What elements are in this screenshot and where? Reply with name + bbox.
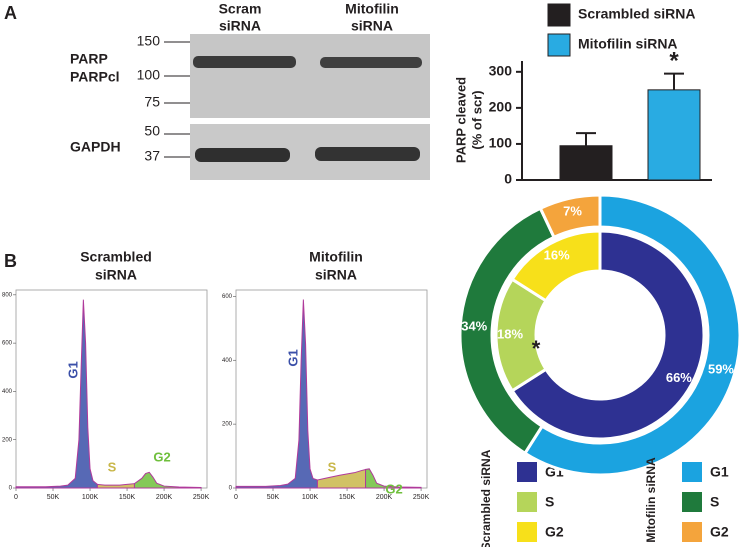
legend-title: Scrambled siRNA	[479, 449, 493, 547]
legend-label: Scrambled siRNA	[578, 6, 695, 22]
y-tick-label: 600	[222, 294, 233, 300]
protein-label: GAPDH	[70, 139, 121, 155]
donut-slice	[510, 229, 602, 303]
phase-label: S	[328, 459, 337, 474]
chart-title: siRNA	[95, 267, 137, 283]
y-tick-label: 800	[2, 292, 13, 298]
x-tick-label: 0	[14, 494, 18, 501]
panel-label: B	[4, 251, 17, 271]
annotation: *	[669, 47, 679, 74]
histogram-area	[316, 468, 367, 489]
slice-label: 7%	[563, 203, 582, 218]
bar	[647, 89, 701, 181]
marker-label: 37	[144, 148, 160, 164]
y-tick-label: 600	[2, 341, 13, 347]
phase-label: G1	[285, 349, 300, 366]
y-tick-label: 100	[489, 135, 513, 151]
histogram-area	[365, 468, 422, 489]
legend-swatch	[682, 522, 702, 542]
histogram-area	[15, 299, 98, 489]
legend-swatch	[517, 492, 537, 512]
marker-label: 150	[137, 33, 161, 49]
histogram-area	[235, 299, 318, 489]
lane-label: siRNA	[219, 18, 261, 34]
y-tick-label: 200	[489, 99, 513, 115]
y-tick-label: 300	[489, 63, 513, 79]
y-tick-label: 400	[222, 358, 233, 364]
y-tick-label: 200	[222, 422, 233, 428]
legend-label: G2	[545, 524, 564, 540]
legend-label: G1	[710, 464, 729, 480]
blot-band	[195, 148, 290, 162]
lane-label: Scram	[219, 1, 262, 17]
legend-swatch	[682, 492, 702, 512]
marker-label: 100	[137, 67, 161, 83]
panel-label: A	[4, 3, 17, 23]
legend-label: S	[545, 494, 554, 510]
legend-label: G2	[710, 524, 729, 540]
y-tick-label: 0	[504, 171, 512, 187]
x-tick-label: 100K	[82, 494, 99, 501]
x-tick-label: 250K	[193, 494, 210, 501]
donut-slice	[510, 229, 706, 441]
y-axis-label: (% of scr)	[469, 90, 484, 149]
x-tick-label: 50K	[267, 494, 280, 501]
legend-swatch	[547, 33, 571, 57]
x-tick-label: 50K	[47, 494, 60, 501]
blot-band	[320, 57, 422, 68]
legend-swatch	[547, 3, 571, 27]
marker-label: 50	[144, 123, 160, 139]
histogram-area	[133, 471, 202, 489]
slice-label: 34%	[461, 319, 487, 334]
legend-label: Mitofilin siRNA	[578, 36, 678, 52]
legend-swatch	[682, 462, 702, 482]
phase-label: S	[108, 459, 117, 474]
x-tick-label: 250K	[413, 494, 430, 501]
protein-label: PARP	[70, 51, 108, 67]
slice-label: 59%	[708, 362, 734, 377]
annotation: *	[532, 336, 541, 361]
y-axis-label: PARP cleaved	[453, 77, 468, 163]
chart-title: Mitofilin	[309, 249, 363, 265]
y-tick-label: 0	[229, 486, 233, 492]
x-tick-label: 150K	[119, 494, 136, 501]
blot-band	[315, 147, 420, 161]
legend-label: S	[710, 494, 719, 510]
legend-swatch	[517, 462, 537, 482]
x-tick-label: 200K	[376, 494, 393, 501]
marker-label: 75	[144, 94, 160, 110]
donut-slice	[522, 193, 741, 477]
phase-label: G2	[153, 449, 170, 464]
donut-slice	[538, 193, 602, 240]
x-tick-label: 150K	[339, 494, 356, 501]
legend-title: Mitofilin siRNA	[644, 457, 658, 543]
blot-membrane	[190, 34, 430, 118]
protein-label: PARPcl	[70, 69, 120, 85]
lane-label: Mitofilin	[345, 1, 399, 17]
plot-frame	[235, 289, 428, 489]
slice-label: 66%	[666, 370, 692, 385]
blot-band	[193, 56, 296, 68]
y-tick-label: 200	[2, 437, 13, 443]
chart-title: siRNA	[315, 267, 357, 283]
y-tick-label: 0	[9, 486, 13, 492]
plot-frame	[15, 289, 208, 489]
histogram-area	[96, 483, 135, 489]
x-tick-label: 0	[234, 494, 238, 501]
x-tick-label: 100K	[302, 494, 319, 501]
blot: 150 100 75 50 37 PARP PARPcl GAPDH Scram…	[70, 1, 430, 180]
chart-title: Scrambled	[80, 249, 152, 265]
x-tick-label: 200K	[156, 494, 173, 501]
lane-label: siRNA	[351, 18, 393, 34]
slice-label: 18%	[497, 326, 523, 341]
slice-label: 16%	[544, 248, 570, 263]
phase-label: G1	[65, 361, 80, 378]
phase-label: G2	[385, 481, 402, 496]
bar	[559, 145, 613, 181]
y-tick-label: 400	[2, 389, 13, 395]
legend-swatch	[517, 522, 537, 542]
